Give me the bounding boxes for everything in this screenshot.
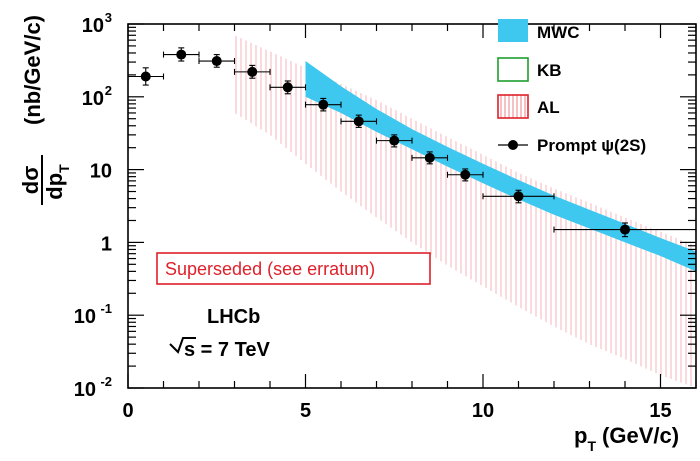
- y-tick-label: 10: [82, 15, 104, 37]
- data-point: [176, 50, 186, 60]
- experiment-label: LHCb: [207, 306, 260, 328]
- data-point: [283, 82, 293, 92]
- data-point: [514, 191, 524, 201]
- legend-label-kb: KB: [537, 61, 562, 80]
- data-point: [354, 116, 364, 126]
- x-axis-symbol: p: [574, 423, 587, 448]
- y-tick-label: 1: [101, 233, 112, 255]
- y-axis-denominator: dpT: [42, 164, 72, 200]
- y-axis-unit: (nb/GeV/c): [20, 15, 45, 125]
- legend-marker-point: [508, 140, 518, 150]
- legend-swatch-kb: [498, 58, 528, 81]
- x-axis-tick-labels: 0 5 10 15: [122, 400, 671, 422]
- x-axis-title: pT (GeV/c): [574, 423, 679, 454]
- x-tick-label: 15: [649, 400, 671, 422]
- x-tick-label: 5: [300, 400, 311, 422]
- superseded-stamp-text: Superseded (see erratum): [165, 259, 375, 279]
- y-axis-numerator: dσ: [18, 166, 43, 195]
- y-tick-label: 10: [74, 306, 96, 328]
- data-point: [620, 225, 630, 235]
- x-tick-label: 10: [472, 400, 494, 422]
- legend-swatch-mwc: [498, 19, 528, 42]
- y-tick-label: 10: [74, 379, 96, 401]
- y-tick-label-exponent: -1: [100, 301, 112, 316]
- y-tick-label-exponent: -2: [100, 374, 112, 389]
- y-tick-label: 10: [90, 161, 112, 183]
- data-point: [247, 67, 257, 77]
- x-axis-subscript: T: [587, 438, 596, 454]
- legend-swatch-al: [498, 95, 528, 118]
- y-tick-label: 10: [82, 88, 104, 110]
- legend: MWC KB AL Prompt ψ(2S): [498, 19, 646, 155]
- energy-text: s = 7 TeV: [184, 339, 270, 361]
- theory-bands: [235, 35, 697, 388]
- data-point: [389, 136, 399, 146]
- x-axis-unit: (GeV/c): [602, 423, 679, 448]
- data-point: [141, 72, 151, 82]
- y-axis-title: dσ dpT (nb/GeV/c): [18, 15, 72, 205]
- data-point: [460, 170, 470, 180]
- data-point: [425, 153, 435, 163]
- y-tick-label-exponent: 3: [105, 10, 112, 25]
- y-tick-label-exponent: 2: [105, 83, 112, 98]
- data-point: [318, 100, 328, 110]
- x-tick-label: 0: [122, 400, 133, 422]
- legend-label-mwc: MWC: [537, 23, 579, 42]
- energy-label: s = 7 TeV: [170, 338, 270, 361]
- data-point: [212, 56, 222, 66]
- superseded-stamp: Superseded (see erratum): [157, 253, 430, 284]
- legend-label-prompt-psi2s: Prompt ψ(2S): [537, 136, 646, 155]
- legend-label-al: AL: [537, 98, 560, 117]
- band-al: [235, 35, 697, 388]
